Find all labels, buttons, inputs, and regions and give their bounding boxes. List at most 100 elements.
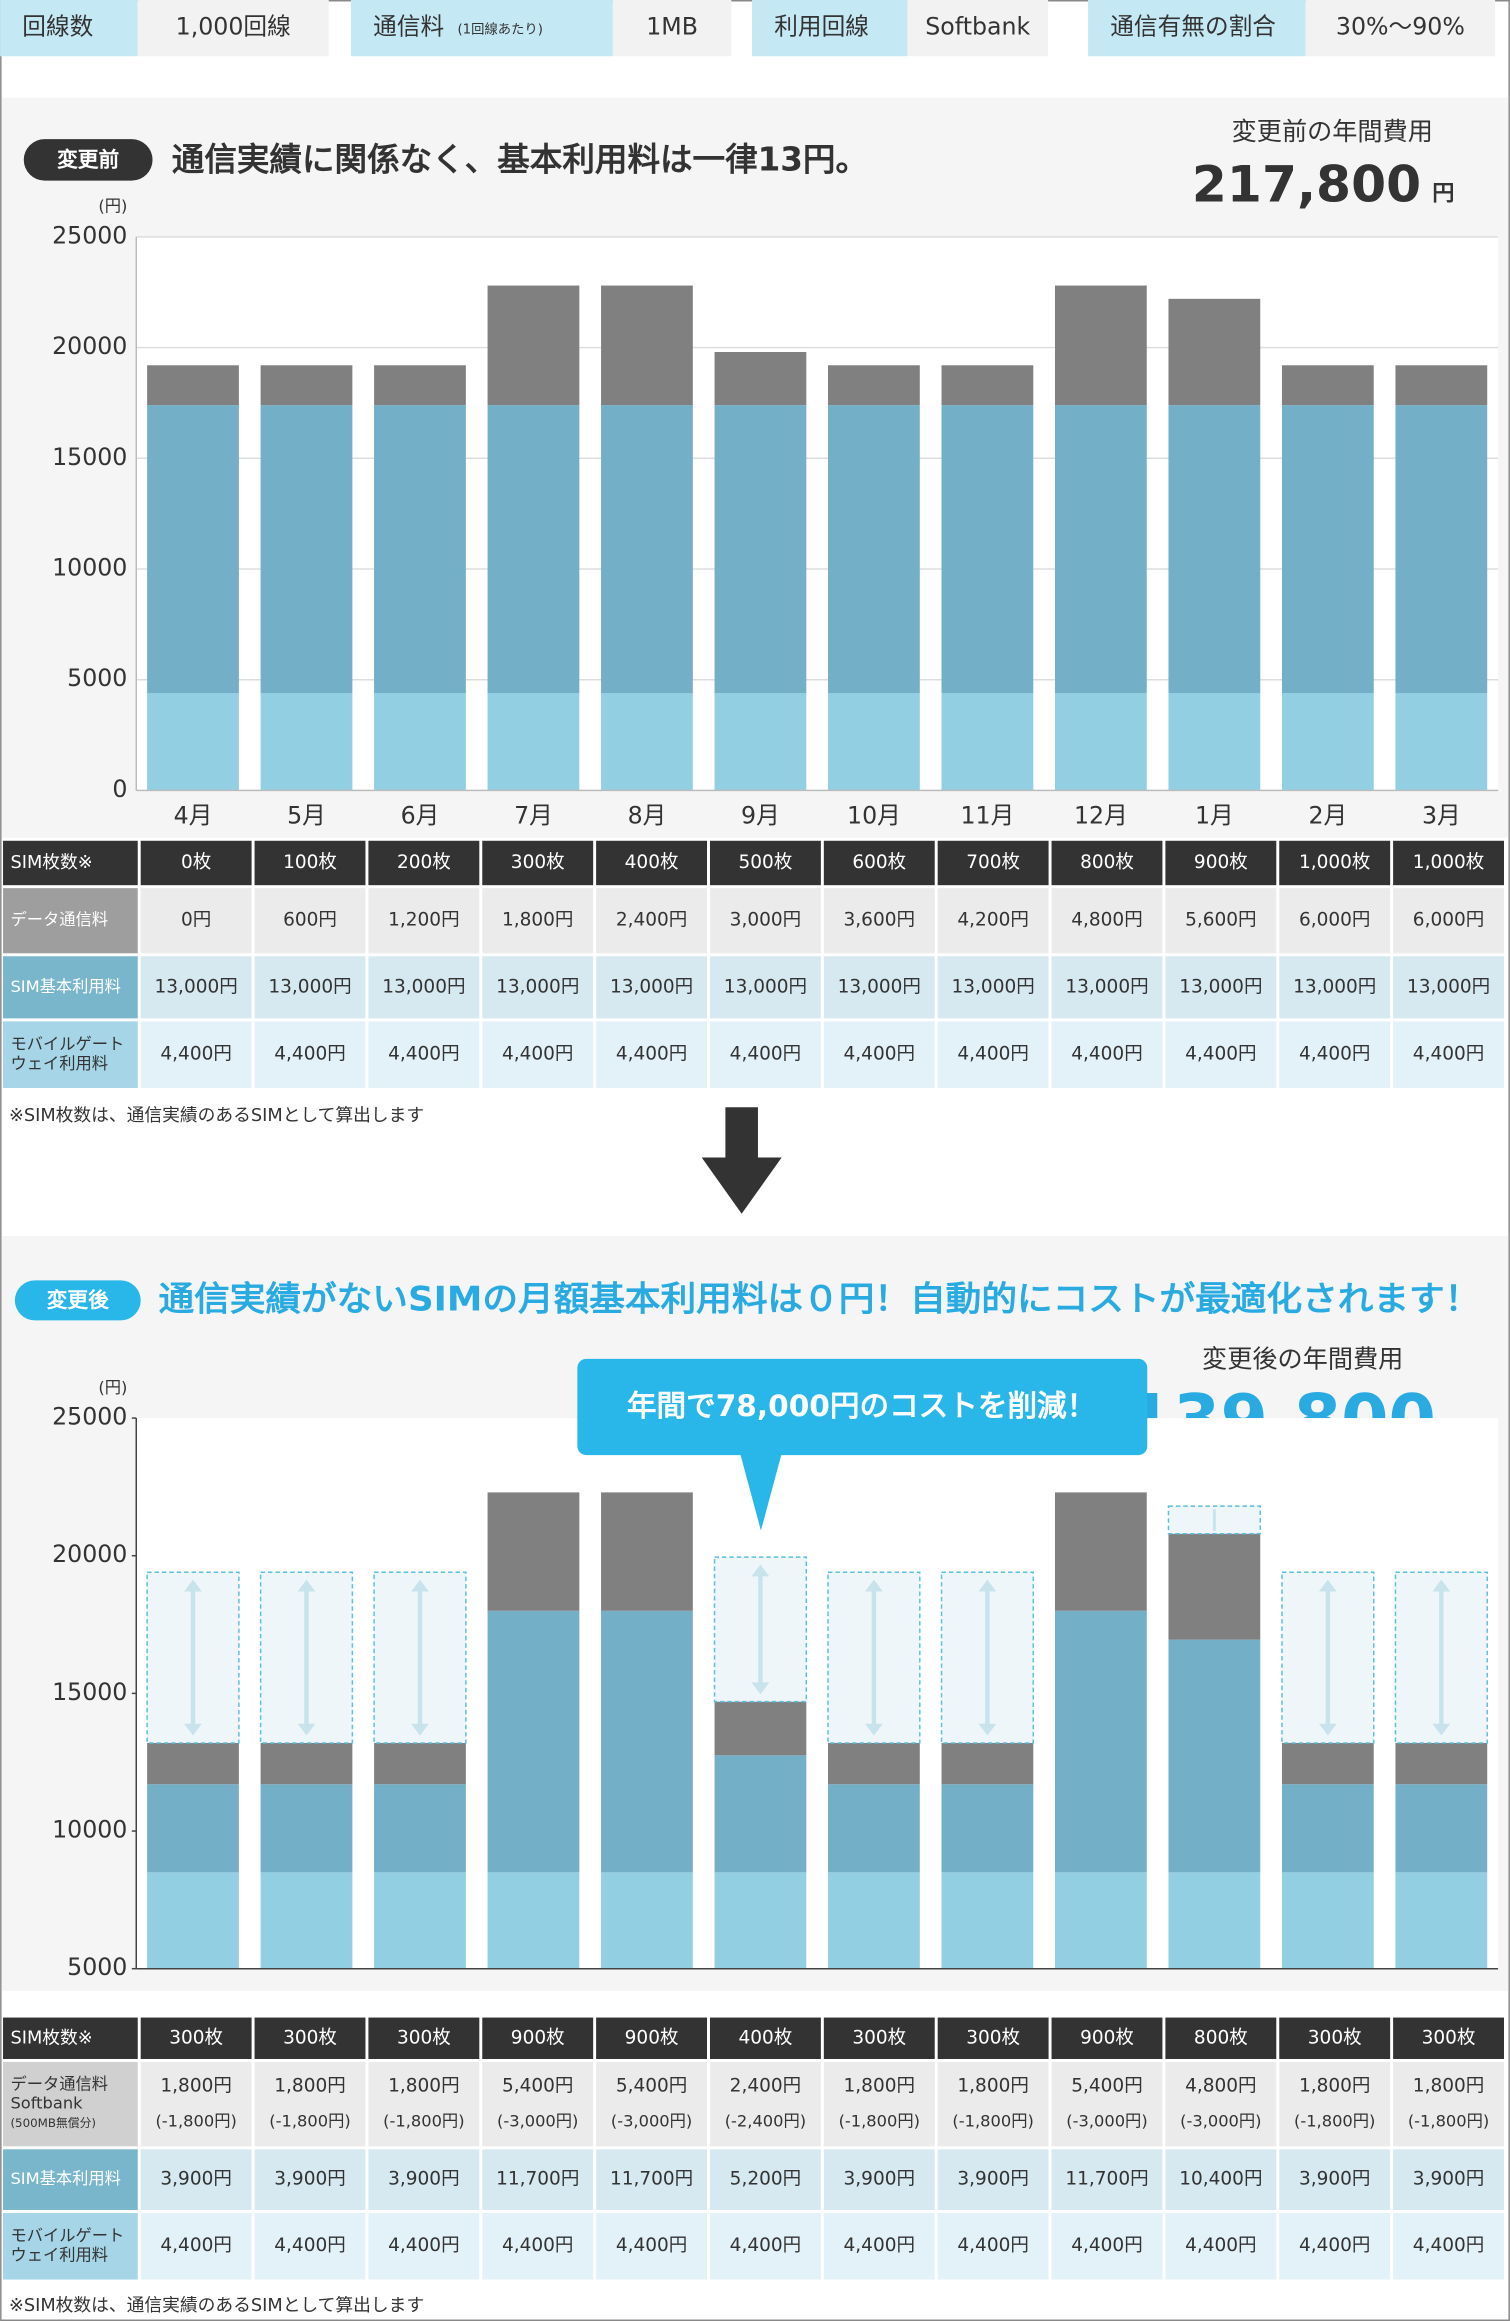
table-label-cell: [3, 2212, 138, 2280]
bar-segment: [1395, 1872, 1488, 1969]
header-label: 回線数: [22, 13, 93, 41]
y-tick-label: 25000: [52, 1403, 127, 1431]
table-cell-text: 13,000円: [1179, 976, 1262, 997]
bar-segment: [147, 1784, 239, 1873]
table-cell-text: 2,400円: [730, 2075, 801, 2096]
after-badge-bg: [14, 1280, 141, 1321]
table-cell: [937, 888, 1049, 954]
bar-segment: [1395, 693, 1488, 791]
table-cell: [823, 2149, 935, 2210]
table-cell-text: 5,600円: [1185, 910, 1256, 931]
table-cell: [368, 2017, 480, 2059]
table-cell: [254, 2212, 366, 2280]
reduction-arrow-head: [297, 1723, 316, 1736]
table-cell-text: (-1,800円): [155, 2111, 236, 2130]
table-cell: [482, 2017, 594, 2059]
table-cell-text: (-1,800円): [952, 2111, 1033, 2130]
table-cell-text: 900枚: [1080, 2027, 1134, 2048]
header-label-bg: [350, 0, 613, 57]
table-cell: [1279, 2017, 1391, 2059]
table-cell-text: 13,000円: [155, 976, 238, 997]
table-cell: [140, 2017, 252, 2059]
table-cell-text: 4,400円: [160, 1044, 231, 1065]
table-cell: [482, 2061, 594, 2147]
bar-segment: [941, 1742, 1034, 1785]
table-cell: [1393, 2212, 1504, 2280]
bar-segment: [1281, 405, 1374, 694]
table-cell: [254, 1021, 366, 1088]
table-cell: [709, 888, 821, 954]
x-tick-label: 7月: [514, 802, 553, 830]
y-tick-label: 25000: [52, 221, 127, 249]
table-row-label: SIM枚数※: [10, 2027, 92, 2048]
table-cell: [937, 1021, 1049, 1088]
table-cell-text: 4,400円: [274, 2235, 345, 2256]
after-badge: 変更後: [47, 1288, 109, 1312]
reduction-arrow-head: [865, 1723, 883, 1736]
table-cell-text: 13,000円: [1293, 976, 1376, 997]
table-row-label: データ通信料: [10, 910, 108, 929]
table-cell: [1051, 956, 1163, 1019]
table-cell: [823, 1021, 935, 1088]
table-cell: [823, 888, 935, 954]
reduction-arrow-head: [978, 1579, 997, 1592]
table-cell: [1051, 888, 1163, 954]
table-cell-text: 4,400円: [274, 1044, 345, 1065]
table-cell-text: 4,400円: [957, 1044, 1028, 1065]
header-label-bg: [0, 0, 138, 57]
x-tick-label: 2月: [1308, 802, 1347, 830]
table-cell: [1279, 2061, 1391, 2147]
table-cell: [709, 2149, 821, 2210]
table-cell: [1279, 1021, 1391, 1088]
table-cell: [709, 2061, 821, 2147]
table-cell: [254, 2017, 366, 2059]
table-cell-text: 13,000円: [496, 976, 579, 997]
table-cell: [254, 2061, 366, 2147]
table-cell-text: 1,800円: [388, 2075, 459, 2096]
table-label-cell: [3, 888, 138, 954]
table-cell-text: 11,700円: [496, 2169, 579, 2190]
header-value-bg: [907, 0, 1049, 57]
table-cell-text: 500枚: [739, 852, 793, 873]
table-cell-text: (-1,800円): [839, 2111, 920, 2130]
header-value: 1,000回線: [176, 13, 291, 41]
y-tick-label: 5000: [67, 664, 127, 692]
bar-segment: [941, 405, 1034, 694]
table-cell-text: 0円: [181, 910, 211, 931]
table-cell: [140, 888, 252, 954]
table-cell: [596, 2212, 708, 2280]
table-cell: [368, 2149, 480, 2210]
table-cell: [596, 2149, 708, 2210]
bar-segment: [147, 1742, 239, 1785]
bar-segment: [260, 1872, 353, 1969]
table-cell-text: 13,000円: [724, 976, 807, 997]
table-cell: [1051, 2017, 1163, 2059]
bar-segment: [1168, 1533, 1261, 1640]
before-badge: 変更前: [57, 148, 119, 172]
table-cell-text: 300枚: [1422, 2027, 1476, 2048]
reduction-arrow-head: [1318, 1723, 1337, 1736]
table-cell: [140, 2061, 252, 2147]
table-cell-text: (-1,800円): [1294, 2111, 1375, 2130]
bar-segment: [1054, 1872, 1147, 1969]
reduction-arrow-head: [411, 1723, 429, 1736]
table-cell: [254, 888, 366, 954]
table-cell: [482, 1021, 594, 1088]
note: ※SIM枚数は、通信実績のあるSIMとして算出します: [9, 2295, 424, 2316]
bar-segment: [1168, 298, 1261, 406]
reduction-arrow-head: [411, 1579, 429, 1592]
table-cell-text: (-3,000円): [497, 2111, 578, 2130]
table-cell: [482, 956, 594, 1019]
table-cell-text: 4,400円: [502, 1044, 573, 1065]
bar-segment: [828, 693, 920, 791]
table-cell-text: 300枚: [397, 2027, 451, 2048]
table-cell: [140, 2212, 252, 2280]
before-cost: 217,800: [1192, 154, 1421, 213]
header-label: 通信料: [373, 13, 444, 41]
table-cell-text: 900枚: [625, 2027, 679, 2048]
bar-segment: [601, 285, 693, 406]
reduction-arrow-head: [184, 1723, 202, 1736]
table-cell: [823, 2212, 935, 2280]
table-cell-text: 4,400円: [1185, 1044, 1256, 1065]
table-cell: [140, 2149, 252, 2210]
